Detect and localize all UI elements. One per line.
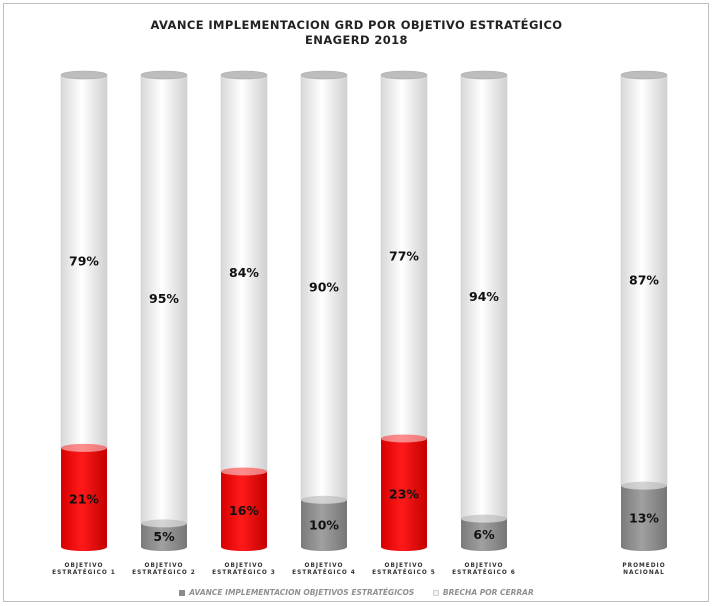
- bar-cap-2: [140, 70, 188, 80]
- chart-title: AVANCE IMPLEMENTACION GRD POR OBJETIVO E…: [150, 18, 563, 32]
- category-label-line: OBJETIVO: [64, 563, 104, 569]
- label-avance-2: 5%: [153, 529, 175, 544]
- label-brecha-3: 84%: [229, 265, 259, 280]
- legend-swatch-brecha: [432, 590, 439, 596]
- bar-avance-6: [461, 518, 507, 551]
- legend-swatch-avance: [179, 590, 186, 596]
- bar-cap-3: [220, 70, 268, 80]
- category-label-line: ESTRATÉGICO 2: [132, 570, 196, 576]
- label-avance-3: 16%: [229, 503, 259, 518]
- bar-seam-3: [221, 467, 267, 476]
- label-brecha-4: 90%: [309, 279, 339, 294]
- bar-avance-7: [621, 485, 667, 551]
- label-avance-4: 10%: [309, 517, 339, 532]
- bar-cap-5: [380, 70, 428, 80]
- category-label-6: OBJETIVO ESTRATÉGICO 6: [439, 563, 529, 577]
- category-label-line: ESTRATÉGICO 4: [292, 570, 356, 576]
- bar-seam-1: [61, 443, 107, 452]
- bar-avance-4: [301, 499, 347, 551]
- label-brecha-6: 94%: [469, 289, 499, 304]
- bar-cap-7: [620, 70, 668, 80]
- category-label-line: ESTRATÉGICO 3: [212, 570, 276, 576]
- label-brecha-2: 95%: [149, 291, 179, 306]
- bar-seam-7: [621, 481, 667, 490]
- category-label-line: OBJETIVO: [464, 563, 504, 569]
- category-label-line: PROMEDIO: [622, 563, 666, 569]
- bar-seam-4: [301, 495, 347, 504]
- legend-item-avance: AVANCE IMPLEMENTACION OBJETIVOS ESTRATÉG…: [179, 588, 414, 597]
- category-label-line: ESTRATÉGICO 1: [52, 570, 116, 576]
- category-label-4: OBJETIVO ESTRATÉGICO 4: [279, 563, 369, 577]
- bar-cap-6: [460, 70, 508, 80]
- category-label-line: ESTRATÉGICO 6: [452, 570, 516, 576]
- chart-subtitle: ENAGERD 2018: [305, 33, 408, 47]
- label-avance-6: 6%: [473, 527, 495, 542]
- legend-item-brecha: BRECHA POR CERRAR: [432, 588, 534, 597]
- chart-frame: [3, 3, 709, 602]
- bar-avance-5: [381, 438, 427, 551]
- category-label-line: OBJETIVO: [384, 563, 424, 569]
- legend-label-brecha: BRECHA POR CERRAR: [442, 588, 534, 597]
- bar-avance-1: [61, 447, 107, 551]
- bar-cap-1: [60, 70, 108, 80]
- category-label-line: NACIONAL: [623, 570, 665, 576]
- label-avance-7: 13%: [629, 510, 659, 525]
- label-brecha-7: 87%: [629, 272, 659, 287]
- category-label-5: OBJETIVO ESTRATÉGICO 5: [359, 563, 449, 577]
- bar-avance-2: [141, 523, 187, 551]
- bar-cap-4: [300, 70, 348, 80]
- label-avance-5: 23%: [389, 487, 419, 502]
- bar-avance-3: [221, 471, 267, 551]
- category-label-2: OBJETIVO ESTRATÉGICO 2: [119, 563, 209, 577]
- label-brecha-1: 79%: [69, 253, 99, 268]
- category-label-line: OBJETIVO: [144, 563, 184, 569]
- category-label-1: OBJETIVO ESTRATÉGICO 1: [39, 563, 129, 577]
- bar-seam-6: [461, 514, 507, 523]
- category-label-line: OBJETIVO: [304, 563, 344, 569]
- label-brecha-5: 77%: [389, 249, 419, 264]
- category-label-7: PROMEDIO NACIONAL: [599, 563, 689, 577]
- bar-seam-2: [141, 519, 187, 528]
- category-label-line: ESTRATÉGICO 5: [372, 570, 436, 576]
- legend-label-avance: AVANCE IMPLEMENTACION OBJETIVOS ESTRATÉG…: [189, 588, 415, 597]
- legend: AVANCE IMPLEMENTACION OBJETIVOS ESTRATÉG…: [0, 588, 713, 597]
- label-avance-1: 21%: [69, 491, 99, 506]
- bar-seam-5: [381, 434, 427, 443]
- category-label-line: OBJETIVO: [224, 563, 264, 569]
- category-label-3: OBJETIVO ESTRATÉGICO 3: [199, 563, 289, 577]
